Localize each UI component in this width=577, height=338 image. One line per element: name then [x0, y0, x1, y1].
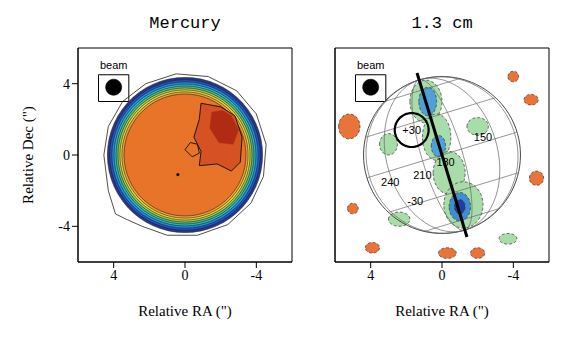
svg-text:Relative RA ("): Relative RA (")	[395, 303, 489, 320]
html-text:1.3 cm: 1.3 cm	[411, 14, 473, 33]
svg-text:0: 0	[63, 148, 70, 163]
svg-text:Relative RA ("): Relative RA (")	[138, 303, 232, 320]
svg-text:4: 4	[110, 268, 117, 283]
svg-text:-4: -4	[250, 268, 262, 283]
svg-text:240: 240	[381, 176, 399, 188]
svg-text:-4: -4	[58, 219, 70, 234]
svg-text:210: 210	[413, 169, 431, 181]
svg-text:150: 150	[474, 131, 492, 143]
svg-text:-30: -30	[407, 195, 423, 207]
svg-text:180: 180	[436, 156, 454, 168]
svg-text:0: 0	[439, 268, 446, 283]
svg-text:-4: -4	[507, 268, 519, 283]
html-text:Mercury: Mercury	[149, 14, 221, 33]
svg-text:4: 4	[63, 77, 70, 92]
svg-text:beam: beam	[357, 59, 385, 71]
svg-text:4: 4	[367, 268, 374, 283]
svg-text:+30: +30	[402, 124, 421, 136]
svg-text:Relative Dec ("): Relative Dec (")	[20, 106, 37, 204]
svg-text:beam: beam	[100, 59, 128, 71]
svg-text:0: 0	[182, 268, 189, 283]
